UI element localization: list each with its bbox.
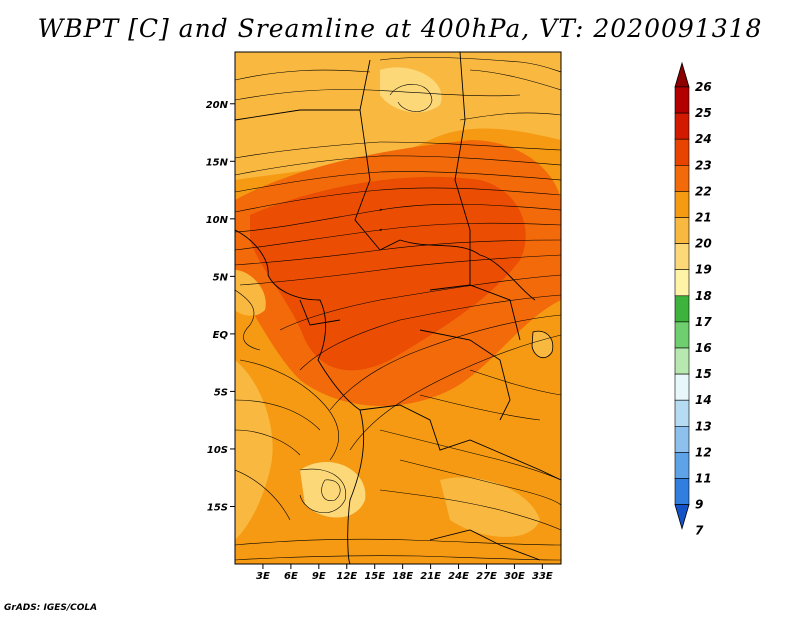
colorbar-swatch <box>674 425 690 453</box>
lon-tick-label: 27E <box>476 571 497 582</box>
colorbar-top-arrow <box>674 61 690 88</box>
colorbar-label: 21 <box>695 211 712 225</box>
wbpt-region-20-coast <box>235 270 266 316</box>
lon-tick-label: 6E <box>284 571 298 582</box>
lat-tick-label: EQ <box>213 330 229 341</box>
wbpt-region-20-north <box>235 52 561 180</box>
colorbar-swatch <box>674 243 690 271</box>
colorbar-swatch <box>674 452 690 479</box>
colorbar-swatch <box>674 478 690 505</box>
grads-credit: GrADS: IGES/COLA <box>4 603 98 613</box>
colorbar-swatch <box>674 86 690 114</box>
colorbar-swatch <box>674 295 690 323</box>
chart-title: WBPT [C] and Sreamline at 400hPa, VT: 20… <box>37 14 763 43</box>
colorbar-label: 25 <box>695 106 712 120</box>
colorbar-label: 7 <box>695 524 704 538</box>
lat-tick-label: 10N <box>206 215 229 226</box>
colorbar-label: 24 <box>695 132 712 146</box>
colorbar-label: 16 <box>695 341 712 355</box>
lat-tick-label: 5N <box>213 272 229 283</box>
wbpt-region-19-south <box>300 461 366 518</box>
lat-tick-label: 15S <box>207 502 228 513</box>
colorbar-label: 23 <box>695 158 712 172</box>
lat-tick-label: 15N <box>206 157 229 168</box>
colorbar-label: 12 <box>695 445 712 459</box>
colorbar-swatch <box>674 399 690 427</box>
wbpt-region-19-north <box>380 67 442 113</box>
lat-tick-label: 10S <box>207 445 228 456</box>
colorbar-swatch <box>674 269 690 297</box>
colorbar-swatch <box>674 138 690 166</box>
lat-tick-label: 5S <box>214 387 228 398</box>
colorbar-label: 26 <box>695 80 712 94</box>
colorbar-swatch <box>674 321 690 349</box>
country-borders <box>235 52 561 564</box>
colorbar-label: 17 <box>695 315 712 329</box>
lon-tick-label: 9E <box>312 571 326 582</box>
lon-tick-label: 18E <box>392 571 413 582</box>
colorbar-label: 20 <box>695 237 712 251</box>
lat-tick-label: 20N <box>206 100 229 111</box>
map-frame <box>234 51 562 565</box>
colorbar-swatch <box>674 191 690 218</box>
colorbar-label: 11 <box>695 472 712 486</box>
colorbar-label: 14 <box>695 393 712 407</box>
colorbar-swatch <box>674 217 690 244</box>
colorbar-label: 19 <box>695 263 712 277</box>
wbpt-region-20-southwest <box>235 360 273 540</box>
colorbar-label: 22 <box>695 184 712 198</box>
colorbar-swatch <box>674 373 690 401</box>
colorbar-label: 13 <box>695 419 712 433</box>
lon-tick-label: 3E <box>256 571 270 582</box>
lon-tick-label: 21E <box>420 571 441 582</box>
colorbar-swatch <box>674 347 690 375</box>
lon-tick-label: 12E <box>336 571 357 582</box>
colorbar-swatch <box>674 112 690 140</box>
wbpt-region-20-southeast <box>440 477 540 537</box>
lake-victoria <box>531 330 554 359</box>
colorbar-swatch <box>674 165 690 192</box>
colorbar-label: 9 <box>695 498 703 512</box>
wbpt-region-23 <box>250 176 526 371</box>
colorbar: 26 25 24 23 22 21 20 19 18 17 16 15 14 13 12 11 9 7 <box>674 61 712 538</box>
lon-tick-label: 15E <box>364 571 385 582</box>
lon-tick-label: 33E <box>532 571 553 582</box>
longitude-axis: 3E 6E 9E 12E 15E 18E 21E 24E 27E 30E 33E <box>256 564 553 582</box>
latitude-axis: 20N 15N 10N 5N EQ 5S 10S 15S <box>206 100 235 513</box>
colorbar-bottom-arrow <box>674 504 690 531</box>
map-area <box>235 52 561 564</box>
colorbar-label: 15 <box>695 367 712 381</box>
streamlines <box>235 57 561 561</box>
lon-tick-label: 24E <box>448 571 469 582</box>
lon-tick-label: 30E <box>504 571 525 582</box>
colorbar-label: 18 <box>695 289 712 303</box>
